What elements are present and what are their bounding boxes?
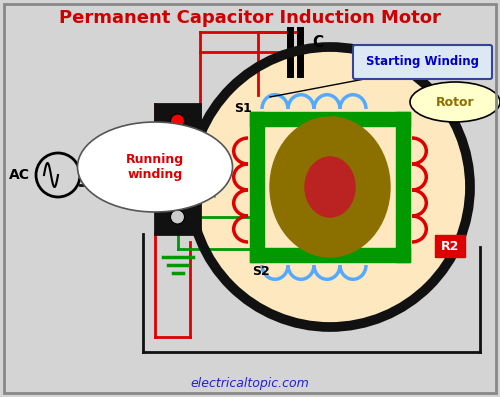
Ellipse shape (78, 122, 233, 212)
Text: S2: S2 (252, 265, 270, 278)
Text: Rotor: Rotor (436, 96, 474, 108)
Circle shape (170, 114, 184, 128)
Text: R2: R2 (441, 239, 459, 252)
Text: electricaltopic.com: electricaltopic.com (190, 376, 310, 389)
Circle shape (170, 210, 184, 224)
Text: Starting Winding: Starting Winding (366, 56, 479, 69)
Circle shape (170, 178, 184, 192)
FancyBboxPatch shape (353, 45, 492, 79)
Text: Permanent Capacitor Induction Motor: Permanent Capacitor Induction Motor (59, 9, 441, 27)
Bar (250, 112, 264, 262)
Text: C: C (312, 35, 323, 50)
Bar (250, 112, 410, 126)
Ellipse shape (410, 82, 500, 122)
Ellipse shape (270, 117, 390, 257)
Bar (250, 248, 410, 262)
Text: AC: AC (9, 168, 30, 182)
Text: Running
winding: Running winding (126, 153, 184, 181)
Bar (435, 235, 465, 257)
Ellipse shape (305, 157, 355, 217)
Text: S1: S1 (234, 102, 252, 116)
Circle shape (190, 47, 470, 327)
Bar (195, 155, 225, 177)
Bar (155, 104, 200, 234)
Text: R1: R1 (201, 160, 219, 173)
Bar (396, 112, 410, 262)
Circle shape (170, 146, 184, 160)
